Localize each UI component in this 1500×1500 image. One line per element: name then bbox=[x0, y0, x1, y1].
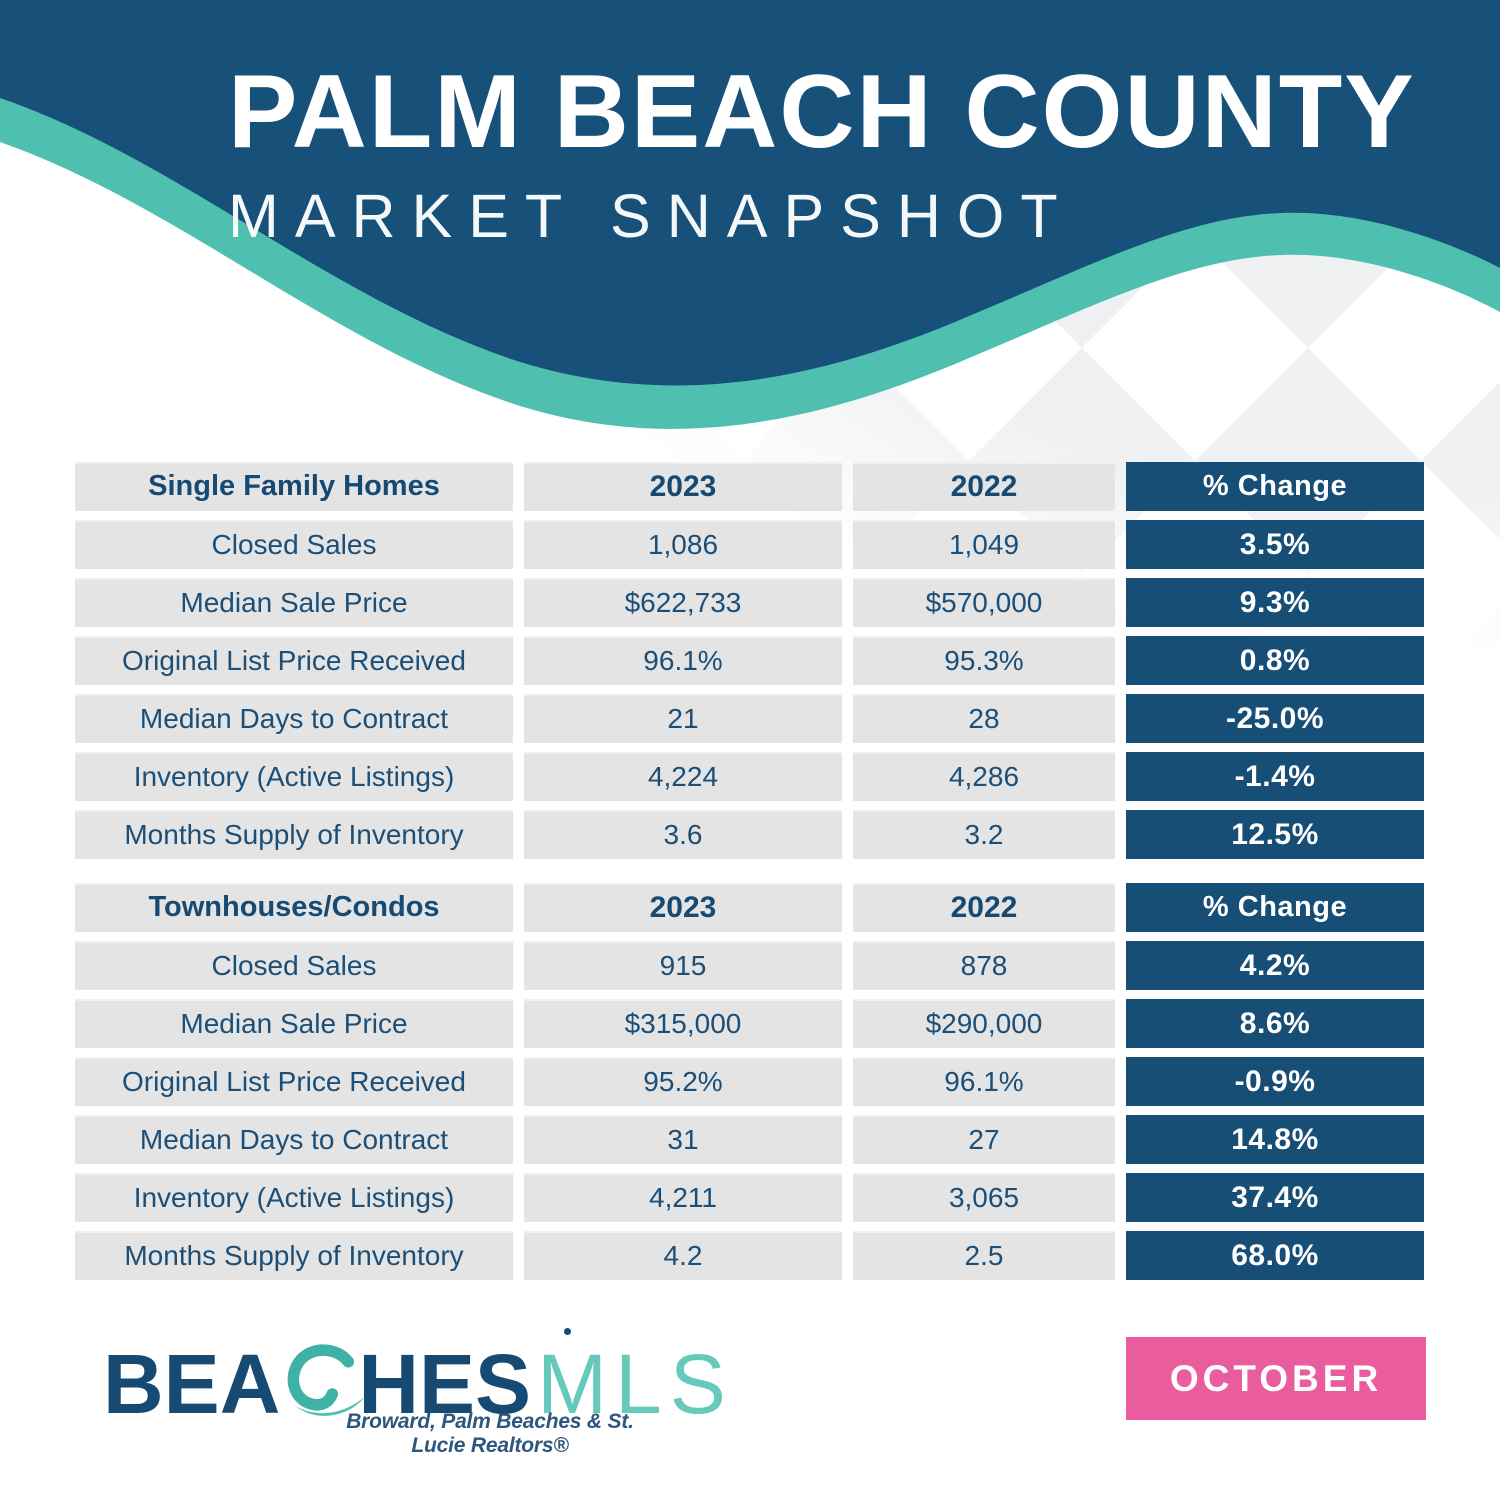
value-2023-cell: 21 bbox=[524, 694, 842, 743]
pct-change-cell: 12.5% bbox=[1126, 810, 1424, 859]
row-label-cell: Median Days to Contract bbox=[75, 1115, 513, 1164]
row-label-cell: Median Sale Price bbox=[75, 999, 513, 1048]
month-badge: OCTOBER bbox=[1126, 1337, 1426, 1420]
pct-change-cell: -1.4% bbox=[1126, 752, 1424, 801]
value-2023-cell: 4,211 bbox=[524, 1173, 842, 1222]
wave-c-icon bbox=[288, 1344, 365, 1416]
logo-tagline: Broward, Palm Beaches & St. Lucie Realto… bbox=[346, 1410, 634, 1457]
pct-change-cell: 68.0% bbox=[1126, 1231, 1424, 1280]
value-2022-cell: 95.3% bbox=[853, 636, 1115, 685]
value-2022-cell: 3,065 bbox=[853, 1173, 1115, 1222]
table-townhouses-condos: Townhouses/Condos 2023 2022 % Change Clo… bbox=[75, 883, 1424, 1280]
column-header-2022: 2022 bbox=[853, 462, 1115, 511]
logo-text-mls: MLS bbox=[537, 1337, 734, 1431]
row-label-cell: Inventory (Active Listings) bbox=[75, 1173, 513, 1222]
page-title: PALM BEACH COUNTY bbox=[228, 54, 1416, 170]
value-2022-cell: 4,286 bbox=[853, 752, 1115, 801]
row-label-cell: Original List Price Received bbox=[75, 1057, 513, 1106]
column-header-2023: 2023 bbox=[524, 462, 842, 511]
value-2023-cell: 915 bbox=[524, 941, 842, 990]
section-header: Single Family Homes bbox=[75, 462, 513, 511]
row-label-cell: Original List Price Received bbox=[75, 636, 513, 685]
row-label-cell: Median Days to Contract bbox=[75, 694, 513, 743]
value-2022-cell: $570,000 bbox=[853, 578, 1115, 627]
value-2023-cell: 31 bbox=[524, 1115, 842, 1164]
value-2023-cell: 95.2% bbox=[524, 1057, 842, 1106]
value-2023-cell: 4.2 bbox=[524, 1231, 842, 1280]
pct-change-cell: 9.3% bbox=[1126, 578, 1424, 627]
row-label-cell: Closed Sales bbox=[75, 520, 513, 569]
value-2023-cell: 96.1% bbox=[524, 636, 842, 685]
column-header-2023: 2023 bbox=[524, 883, 842, 932]
value-2022-cell: 28 bbox=[853, 694, 1115, 743]
value-2022-cell: 1,049 bbox=[853, 520, 1115, 569]
value-2023-cell: $622,733 bbox=[524, 578, 842, 627]
pct-change-cell: -0.9% bbox=[1126, 1057, 1424, 1106]
beachesmls-logo: BEA HES MLS bbox=[103, 1342, 734, 1432]
header-title-block: PALM BEACH COUNTY MARKET SNAPSHOT bbox=[228, 60, 1416, 247]
pct-change-cell: 14.8% bbox=[1126, 1115, 1424, 1164]
value-2022-cell: 878 bbox=[853, 941, 1115, 990]
logo-text-bea: BEA bbox=[103, 1337, 281, 1431]
value-2022-cell: 2.5 bbox=[853, 1231, 1115, 1280]
pct-change-cell: 4.2% bbox=[1126, 941, 1424, 990]
pct-change-cell: 3.5% bbox=[1126, 520, 1424, 569]
pct-change-cell: 8.6% bbox=[1126, 999, 1424, 1048]
value-2022-cell: 3.2 bbox=[853, 810, 1115, 859]
value-2022-cell: $290,000 bbox=[853, 999, 1115, 1048]
row-label-cell: Closed Sales bbox=[75, 941, 513, 990]
logo-accent-dot bbox=[564, 1328, 571, 1335]
value-2023-cell: 1,086 bbox=[524, 520, 842, 569]
value-2023-cell: $315,000 bbox=[524, 999, 842, 1048]
pct-change-cell: 0.8% bbox=[1126, 636, 1424, 685]
row-label-cell: Inventory (Active Listings) bbox=[75, 752, 513, 801]
row-label-cell: Median Sale Price bbox=[75, 578, 513, 627]
row-label-cell: Months Supply of Inventory bbox=[75, 1231, 513, 1280]
section-header: Townhouses/Condos bbox=[75, 883, 513, 932]
page-subtitle: MARKET SNAPSHOT bbox=[228, 182, 1074, 250]
table-single-family-homes: Single Family Homes 2023 2022 % Change C… bbox=[75, 462, 1424, 859]
value-2023-cell: 4,224 bbox=[524, 752, 842, 801]
value-2022-cell: 27 bbox=[853, 1115, 1115, 1164]
value-2023-cell: 3.6 bbox=[524, 810, 842, 859]
row-label-cell: Months Supply of Inventory bbox=[75, 810, 513, 859]
logo-text-hes: HES bbox=[358, 1337, 532, 1431]
column-header-pct-change: % Change bbox=[1126, 462, 1424, 511]
value-2022-cell: 96.1% bbox=[853, 1057, 1115, 1106]
pct-change-cell: -25.0% bbox=[1126, 694, 1424, 743]
column-header-2022: 2022 bbox=[853, 883, 1115, 932]
pct-change-cell: 37.4% bbox=[1126, 1173, 1424, 1222]
column-header-pct-change: % Change bbox=[1126, 883, 1424, 932]
